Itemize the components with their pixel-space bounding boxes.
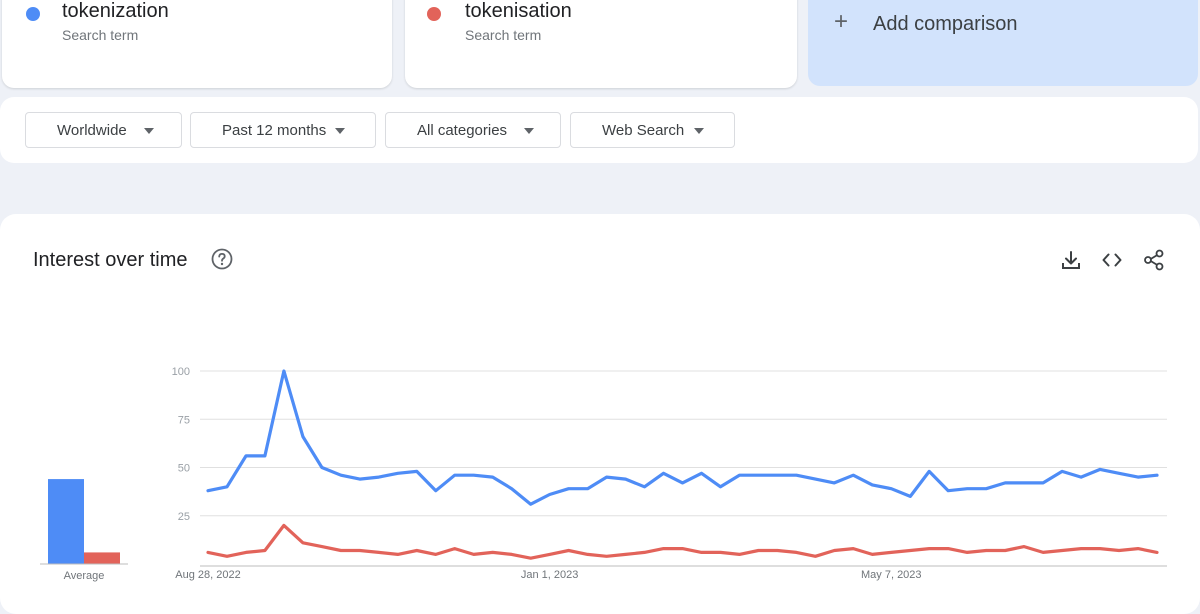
add-comparison-button[interactable]: + Add comparison [808,0,1198,86]
y-tick-label: 25 [178,511,190,523]
filter-label: Past 12 months [222,122,327,139]
filter-label: Web Search [602,122,685,139]
plus-icon: + [834,8,849,35]
time-range-filter-dropdown[interactable]: Past 12 months [190,112,376,148]
interest-over-time-chart[interactable]: 25 50 75 100 Aug 28, 2022 Jan 1, 2023 May 7, 2… [0,214,1200,600]
x-tick-label: May 7, 2023 [861,569,922,581]
caret-down-icon [144,128,154,134]
download-icon[interactable] [1059,248,1083,272]
y-tick-label: 50 [178,463,190,475]
series-line-tokenisation [206,523,1159,560]
search-term-card-tokenization[interactable]: tokenization Search term [2,0,392,88]
filter-bar: Worldwide Past 12 months All categories … [0,97,1198,163]
category-filter-dropdown[interactable]: All categories [385,112,561,148]
x-tick-label: Jan 1, 2023 [521,569,579,581]
caret-down-icon [335,128,345,134]
average-label: Average [64,570,105,582]
interest-over-time-card: Interest over time 25 50 75 100 Aug 28, 2022… [0,214,1200,614]
search-term-type: Search term [465,27,542,43]
y-tick-label: 75 [178,414,190,426]
series-line-tokenization [206,369,1159,506]
search-term-name[interactable]: tokenization [62,0,169,22]
share-icon[interactable] [1142,248,1166,272]
search-term-type: Search term [62,27,139,43]
embed-code-icon[interactable] [1100,248,1124,272]
series-color-dot [26,7,40,21]
search-type-filter-dropdown[interactable]: Web Search [570,112,735,148]
caret-down-icon [694,128,704,134]
series-color-dot [427,7,441,21]
x-tick-label: Aug 28, 2022 [175,569,240,581]
caret-down-icon [524,128,534,134]
help-icon[interactable] [211,248,233,270]
chart-title: Interest over time [33,249,188,271]
y-tick-label: 100 [172,366,190,378]
search-term-name[interactable]: tokenisation [465,0,572,22]
search-term-card-tokenisation[interactable]: tokenisation Search term [405,0,797,88]
region-filter-dropdown[interactable]: Worldwide [25,112,182,148]
filter-label: All categories [417,122,508,139]
average-bar-tokenisation [84,552,120,564]
filter-label: Worldwide [57,122,127,139]
average-bar-tokenization [48,479,84,564]
add-comparison-label: Add comparison [873,13,1018,35]
